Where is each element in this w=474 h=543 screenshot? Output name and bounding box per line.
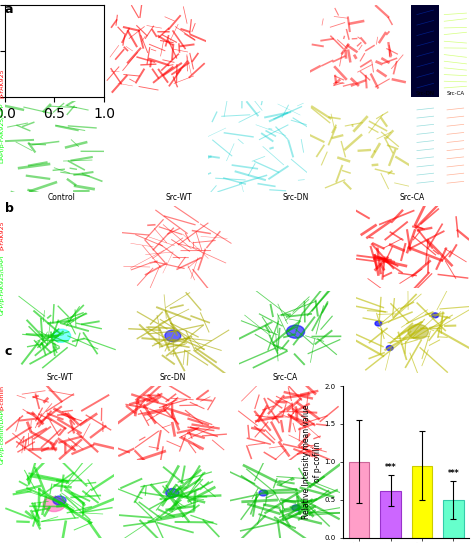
Text: Src-WT: Src-WT <box>143 0 169 1</box>
Circle shape <box>43 497 65 512</box>
Circle shape <box>408 324 428 339</box>
Circle shape <box>53 329 71 342</box>
Circle shape <box>292 505 301 511</box>
Circle shape <box>386 345 393 350</box>
Text: p-cofilin: p-cofilin <box>0 385 5 410</box>
Text: Src-CA: Src-CA <box>400 193 425 202</box>
Circle shape <box>432 313 438 318</box>
Text: Src-DN: Src-DN <box>283 193 309 202</box>
Text: Src-CA: Src-CA <box>447 91 465 96</box>
Bar <box>443 500 464 538</box>
Bar <box>381 490 401 538</box>
Y-axis label: Relative Intensity mean value
of p-cofilin: Relative Intensity mean value of p-cofil… <box>302 405 322 519</box>
Text: GFP/p-cofilin/DAPI: GFP/p-cofilin/DAPI <box>0 408 5 464</box>
Text: Control: Control <box>47 193 75 202</box>
Text: ***: *** <box>385 463 396 472</box>
Text: Src-WT: Src-WT <box>165 193 192 202</box>
Text: p-FAK925: p-FAK925 <box>0 220 5 250</box>
Circle shape <box>375 321 382 326</box>
Text: a: a <box>5 3 13 16</box>
Bar <box>349 462 369 538</box>
Circle shape <box>259 490 268 496</box>
Text: DAPI/p-FAK925/GFP: DAPI/p-FAK925/GFP <box>0 103 5 163</box>
Text: Src-WT: Src-WT <box>46 373 73 382</box>
Circle shape <box>286 325 305 338</box>
Text: GFP/p-FAK925/DAPI: GFP/p-FAK925/DAPI <box>0 255 5 315</box>
Text: Src-CA: Src-CA <box>347 0 372 1</box>
Circle shape <box>166 489 179 497</box>
Text: Src-CA: Src-CA <box>273 373 298 382</box>
Text: Control: Control <box>40 0 68 1</box>
Text: Src-DN: Src-DN <box>245 0 271 1</box>
Text: Control: Control <box>415 0 435 1</box>
Text: Src-DN: Src-DN <box>159 373 185 382</box>
Text: Src-WT: Src-WT <box>446 0 465 1</box>
Text: c: c <box>5 345 12 358</box>
Text: b: b <box>5 202 14 215</box>
Circle shape <box>165 330 181 342</box>
Text: ***: *** <box>447 469 459 478</box>
Bar <box>412 465 432 538</box>
Text: Src-DN: Src-DN <box>416 91 435 96</box>
Text: p-FAK925: p-FAK925 <box>0 68 5 98</box>
Circle shape <box>53 496 66 505</box>
